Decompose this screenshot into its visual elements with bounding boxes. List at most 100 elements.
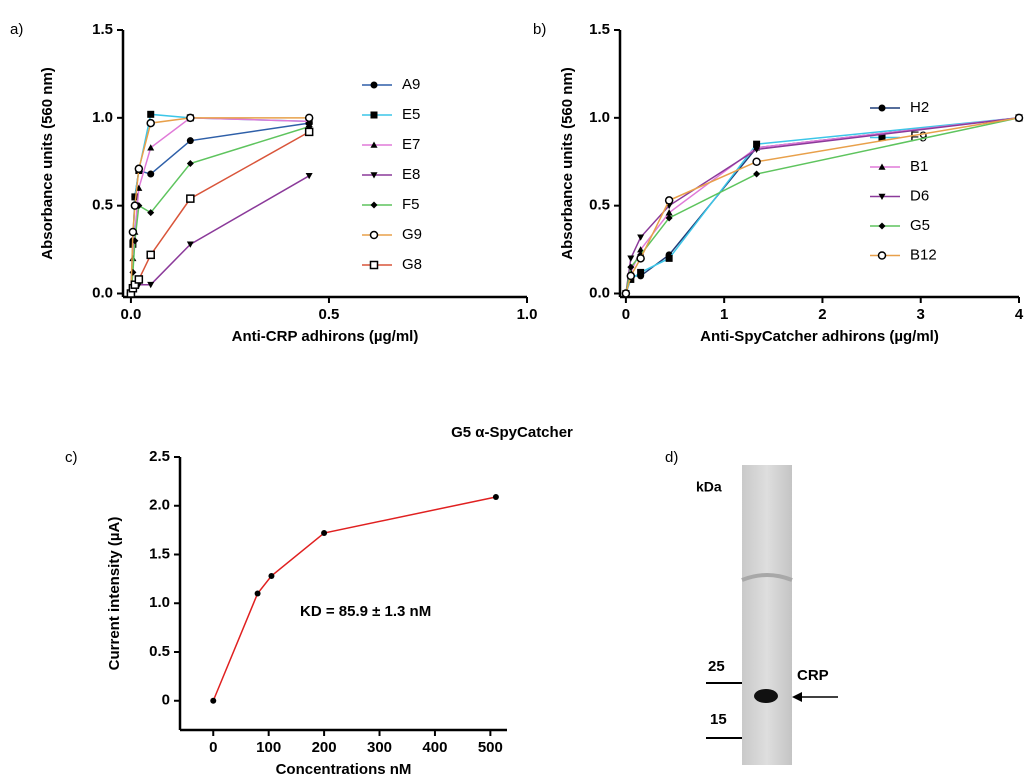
- x-tick-label: 4: [1015, 306, 1024, 323]
- y-tick-label: 0.5: [149, 643, 170, 660]
- panel-label: b): [533, 21, 546, 38]
- marker: [130, 201, 140, 210]
- panel-label: a): [10, 21, 23, 38]
- chart-title: G5 α-SpyCatcher: [451, 424, 573, 441]
- marker: [664, 196, 674, 205]
- marker: [146, 118, 155, 128]
- series-line: [130, 122, 310, 294]
- gel-smear: [741, 573, 793, 582]
- marker: [321, 530, 328, 537]
- marker: [147, 170, 155, 178]
- marker: [134, 275, 144, 284]
- x-tick-label: 0.0: [120, 306, 141, 323]
- marker-label: 25: [708, 658, 725, 675]
- marker: [637, 268, 645, 276]
- marker: [878, 193, 886, 200]
- marker: [878, 104, 886, 112]
- series-line: [625, 117, 1020, 294]
- series-line: [130, 131, 310, 294]
- marker: [626, 271, 636, 281]
- marker: [877, 251, 887, 260]
- legend-label: E7: [402, 136, 420, 153]
- x-tick-label: 3: [917, 306, 925, 323]
- marker: [665, 209, 673, 216]
- y-tick-label: 0.0: [589, 284, 610, 301]
- marker: [370, 111, 378, 119]
- legend-label: F9: [910, 128, 928, 145]
- marker: [129, 268, 137, 276]
- x-axis-title: Anti-CRP adhirons (µg/ml): [232, 328, 419, 345]
- x-tick-label: 500: [478, 739, 503, 756]
- marker: [254, 590, 261, 597]
- marker: [370, 201, 378, 209]
- marker: [492, 493, 499, 500]
- y-tick-label: 0.0: [92, 284, 113, 301]
- legend-label: B1: [910, 158, 928, 175]
- x-axis-title: Concentrations nM: [276, 761, 412, 778]
- marker: [370, 141, 378, 148]
- marker: [878, 134, 886, 141]
- panel-label: c): [65, 449, 78, 466]
- marker: [369, 260, 379, 270]
- series-line: [625, 117, 1020, 294]
- marker: [186, 194, 195, 203]
- marker: [627, 263, 635, 271]
- legend-label: E8: [402, 166, 420, 183]
- series-line: [130, 175, 310, 294]
- y-axis-title: Current intensity (µA): [106, 517, 123, 671]
- y-tick-label: 0.5: [92, 197, 113, 214]
- marker: [753, 170, 761, 178]
- marker: [665, 254, 673, 262]
- legend-label: F5: [402, 196, 420, 213]
- marker: [186, 113, 195, 123]
- marker: [131, 193, 139, 201]
- series-line: [212, 496, 497, 702]
- x-tick-label: 400: [422, 739, 447, 756]
- marker: [637, 234, 645, 241]
- arrow-head: [792, 692, 802, 702]
- marker: [305, 123, 313, 131]
- marker: [752, 157, 761, 166]
- marker: [129, 254, 137, 262]
- legend-label: E5: [402, 106, 420, 123]
- y-tick-label: 2.5: [149, 448, 170, 465]
- marker-label: 15: [710, 711, 727, 728]
- marker: [753, 140, 761, 148]
- marker: [147, 110, 155, 118]
- marker: [636, 254, 645, 263]
- marker: [147, 144, 155, 151]
- gel-lane: [742, 465, 792, 765]
- y-tick-label: 1.0: [149, 594, 170, 611]
- marker: [268, 572, 275, 579]
- series-line: [625, 117, 1020, 294]
- marker: [186, 241, 194, 248]
- y-tick-label: 0.5: [589, 197, 610, 214]
- marker: [370, 81, 378, 89]
- x-tick-label: 0: [622, 306, 630, 323]
- x-tick-label: 1.0: [517, 306, 538, 323]
- marker: [304, 127, 314, 137]
- series-line: [625, 117, 1020, 294]
- marker: [186, 160, 194, 167]
- y-tick-label: 1.5: [149, 545, 170, 562]
- marker: [369, 230, 379, 240]
- x-tick-label: 0.5: [319, 306, 340, 323]
- series-line: [625, 117, 1020, 294]
- y-axis-title: Absorbance units (560 nm): [559, 67, 576, 260]
- legend-label: G9: [402, 226, 422, 243]
- y-tick-label: 1.0: [589, 109, 610, 126]
- marker: [753, 146, 761, 153]
- marker: [1014, 113, 1024, 123]
- x-tick-label: 200: [312, 739, 337, 756]
- marker: [147, 281, 155, 289]
- legend-label: D6: [910, 187, 929, 204]
- marker: [878, 163, 886, 170]
- marker: [146, 250, 155, 260]
- marker: [665, 214, 673, 222]
- series-line: [130, 125, 310, 294]
- x-axis-title: Anti-SpyCatcher adhirons (µg/ml): [700, 328, 939, 345]
- marker: [304, 113, 314, 123]
- y-axis-title: Absorbance units (560 nm): [39, 67, 56, 260]
- legend-label: G5: [910, 217, 930, 234]
- y-tick-label: 1.5: [589, 21, 610, 38]
